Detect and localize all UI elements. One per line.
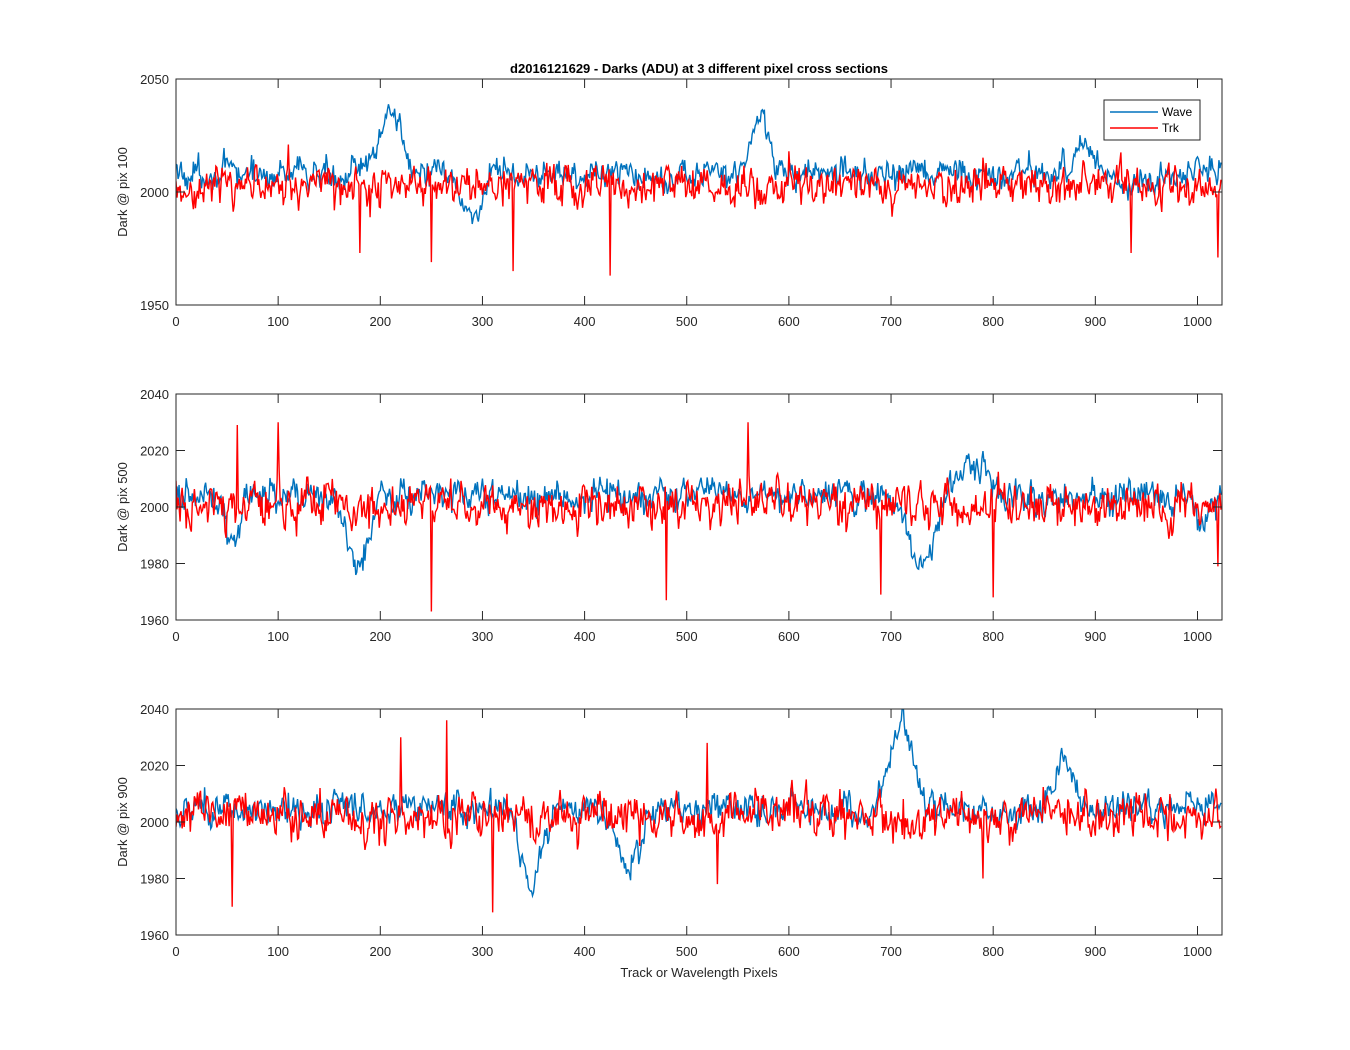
x-tick-label: 200 bbox=[369, 944, 391, 959]
x-tick-label: 100 bbox=[267, 314, 289, 329]
x-axis-label: Track or Wavelength Pixels bbox=[620, 965, 778, 980]
legend-trk-label: Trk bbox=[1162, 121, 1180, 135]
x-tick-label: 200 bbox=[369, 629, 391, 644]
y-tick-label: 2050 bbox=[140, 72, 169, 87]
x-tick-label: 0 bbox=[172, 629, 179, 644]
x-tick-label: 900 bbox=[1084, 629, 1106, 644]
x-tick-label: 1000 bbox=[1183, 944, 1212, 959]
y-axis-label: Dark @ pix 900 bbox=[115, 777, 130, 867]
y-tick-label: 1980 bbox=[140, 872, 169, 887]
x-tick-label: 700 bbox=[880, 629, 902, 644]
x-tick-label: 400 bbox=[574, 314, 596, 329]
series-line-trk bbox=[176, 720, 1222, 913]
subplot-1: 0 100 200 300 400 500 600 700 800 900 1000 1950 2000… bbox=[115, 72, 1223, 329]
x-tick-label: 200 bbox=[369, 314, 391, 329]
subplot-2: 0 100 200 300 400 500 600 700 800 900 1000 1960 1980… bbox=[115, 387, 1223, 644]
x-tick-label: 700 bbox=[880, 314, 902, 329]
subplot-panels: 0 100 200 300 400 500 600 700 800 900 100019502000… bbox=[115, 72, 1223, 959]
x-tick-label: 500 bbox=[676, 629, 698, 644]
y-tick-label: 1980 bbox=[140, 557, 169, 572]
x-tick-label: 400 bbox=[574, 629, 596, 644]
x-tick-label: 500 bbox=[676, 314, 698, 329]
y-tick-label: 2040 bbox=[140, 702, 169, 717]
y-tick-label: 1950 bbox=[140, 298, 169, 313]
figure-title: d2016121629 - Darks (ADU) at 3 different… bbox=[510, 61, 888, 76]
x-tick-label: 0 bbox=[172, 944, 179, 959]
y-tick-label: 2000 bbox=[140, 185, 169, 200]
x-tick-label: 600 bbox=[778, 314, 800, 329]
legend-box bbox=[1103, 99, 1201, 141]
x-tick-label: 600 bbox=[778, 944, 800, 959]
x-tick-label: 0 bbox=[172, 314, 179, 329]
y-tick-label: 1960 bbox=[140, 928, 169, 943]
x-tick-label: 800 bbox=[982, 629, 1004, 644]
x-tick-label: 100 bbox=[267, 629, 289, 644]
series-line-trk bbox=[176, 422, 1222, 612]
y-tick-label: 2000 bbox=[140, 815, 169, 830]
y-tick-label: 2040 bbox=[140, 387, 169, 402]
x-tick-label: 400 bbox=[574, 944, 596, 959]
series-line-trk bbox=[176, 144, 1222, 276]
y-axis-label: Dark @ pix 500 bbox=[115, 462, 130, 552]
series-line-wave bbox=[176, 709, 1222, 899]
y-tick-label: 2020 bbox=[140, 444, 169, 459]
x-tick-label: 900 bbox=[1084, 944, 1106, 959]
x-tick-label: 800 bbox=[982, 314, 1004, 329]
legend-wave-label: Wave bbox=[1162, 105, 1193, 119]
x-tick-label: 300 bbox=[472, 944, 494, 959]
x-tick-label: 300 bbox=[472, 629, 494, 644]
x-tick-label: 300 bbox=[472, 314, 494, 329]
x-tick-label: 1000 bbox=[1183, 629, 1212, 644]
y-tick-label: 1960 bbox=[140, 613, 169, 628]
series-line-wave bbox=[176, 104, 1222, 225]
x-tick-label: 1000 bbox=[1183, 314, 1212, 329]
x-tick-label: 500 bbox=[676, 944, 698, 959]
x-tick-label: 800 bbox=[982, 944, 1004, 959]
x-tick-label: 700 bbox=[880, 944, 902, 959]
legend: Wave Trk bbox=[1103, 99, 1201, 141]
y-tick-label: 2000 bbox=[140, 500, 169, 515]
y-axis-label: Dark @ pix 100 bbox=[115, 147, 130, 237]
x-tick-label: 100 bbox=[267, 944, 289, 959]
subplot-3: 0 100 200 300 400 500 600 700 800 900 1000 1960 1980… bbox=[115, 702, 1223, 959]
x-tick-label: 600 bbox=[778, 629, 800, 644]
y-tick-label: 2020 bbox=[140, 759, 169, 774]
x-tick-label: 900 bbox=[1084, 314, 1106, 329]
